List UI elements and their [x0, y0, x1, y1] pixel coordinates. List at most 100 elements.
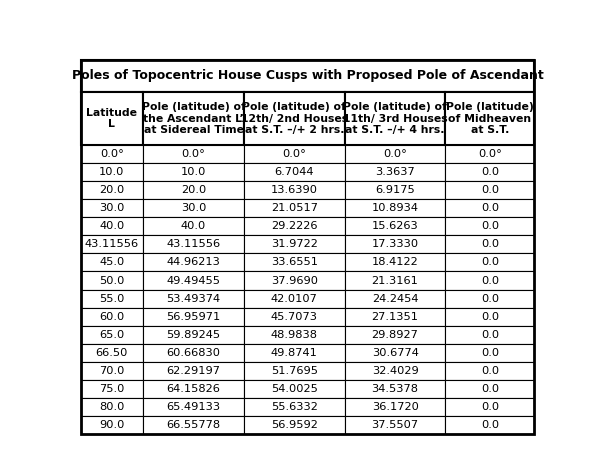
Text: 31.9722: 31.9722 [271, 239, 318, 249]
Bar [80, 145, 143, 163]
Bar [345, 272, 445, 290]
Text: 49.8741: 49.8741 [271, 348, 318, 358]
Bar [80, 326, 143, 344]
Bar [143, 380, 244, 398]
Bar [244, 362, 345, 380]
Bar [244, 272, 345, 290]
Bar [445, 92, 535, 145]
Bar [244, 344, 345, 362]
Bar [80, 272, 143, 290]
Bar [345, 199, 445, 217]
Text: 0.0: 0.0 [481, 366, 499, 376]
Text: 40.0: 40.0 [181, 221, 206, 231]
Text: 56.9592: 56.9592 [271, 420, 318, 431]
Text: Pole (latitude)
of Midheaven
at S.T.: Pole (latitude) of Midheaven at S.T. [446, 102, 534, 135]
Bar [445, 290, 535, 307]
Text: 49.49455: 49.49455 [167, 276, 221, 285]
Bar [345, 290, 445, 307]
Text: 45.7073: 45.7073 [271, 312, 318, 322]
Bar [244, 398, 345, 416]
Text: 45.0: 45.0 [99, 257, 125, 267]
Bar [244, 145, 345, 163]
Text: 75.0: 75.0 [99, 384, 125, 394]
Text: 0.0: 0.0 [481, 348, 499, 358]
Bar [445, 163, 535, 181]
Text: 65.49133: 65.49133 [167, 402, 221, 412]
Text: 33.6551: 33.6551 [271, 257, 318, 267]
Text: 0.0°: 0.0° [383, 149, 407, 159]
Bar [345, 307, 445, 326]
Text: 0.0: 0.0 [481, 330, 499, 340]
Bar [80, 181, 143, 199]
Bar [143, 254, 244, 272]
Bar [345, 145, 445, 163]
Bar [80, 254, 143, 272]
Text: 0.0: 0.0 [481, 185, 499, 195]
Bar [445, 398, 535, 416]
Text: 0.0: 0.0 [481, 221, 499, 231]
Bar [445, 181, 535, 199]
Bar [345, 181, 445, 199]
Bar [244, 235, 345, 254]
Bar [143, 416, 244, 434]
Text: 90.0: 90.0 [99, 420, 125, 431]
Bar [345, 163, 445, 181]
Bar [445, 362, 535, 380]
Bar [143, 199, 244, 217]
Text: 0.0°: 0.0° [283, 149, 306, 159]
Bar [345, 92, 445, 145]
Bar [445, 145, 535, 163]
Bar [143, 307, 244, 326]
Bar [244, 254, 345, 272]
Text: 0.0: 0.0 [481, 294, 499, 304]
Bar [80, 380, 143, 398]
Text: 34.5378: 34.5378 [371, 384, 419, 394]
Bar [143, 344, 244, 362]
Text: 53.49374: 53.49374 [167, 294, 221, 304]
Bar [80, 217, 143, 235]
Bar [345, 416, 445, 434]
Text: 0.0: 0.0 [481, 239, 499, 249]
Text: 66.55778: 66.55778 [167, 420, 221, 431]
Text: 0.0: 0.0 [481, 203, 499, 213]
Bar [445, 199, 535, 217]
Text: 10.0: 10.0 [99, 167, 125, 177]
Text: 27.1351: 27.1351 [371, 312, 419, 322]
Text: 0.0°: 0.0° [100, 149, 124, 159]
Bar [445, 380, 535, 398]
Text: 6.9175: 6.9175 [375, 185, 415, 195]
Text: 70.0: 70.0 [99, 366, 125, 376]
Bar [80, 199, 143, 217]
Text: 55.6332: 55.6332 [271, 402, 318, 412]
Bar [345, 217, 445, 235]
Bar [445, 307, 535, 326]
Bar [143, 181, 244, 199]
Bar [445, 272, 535, 290]
Text: 30.6774: 30.6774 [371, 348, 419, 358]
Bar [143, 362, 244, 380]
Bar [80, 398, 143, 416]
Text: 37.9690: 37.9690 [271, 276, 318, 285]
Text: Poles of Topocentric House Cusps with Proposed Pole of Ascendant: Poles of Topocentric House Cusps with Pr… [71, 70, 544, 83]
Text: 44.96213: 44.96213 [167, 257, 221, 267]
Text: 0.0: 0.0 [481, 402, 499, 412]
Bar [445, 344, 535, 362]
Bar [143, 326, 244, 344]
Bar [445, 217, 535, 235]
Text: 0.0: 0.0 [481, 384, 499, 394]
Bar [445, 326, 535, 344]
Bar [80, 290, 143, 307]
Text: 54.0025: 54.0025 [271, 384, 318, 394]
Text: 10.8934: 10.8934 [371, 203, 419, 213]
Bar [445, 416, 535, 434]
Bar [244, 181, 345, 199]
Text: 32.4029: 32.4029 [372, 366, 418, 376]
Bar [244, 163, 345, 181]
Text: 43.11556: 43.11556 [85, 239, 139, 249]
Bar [345, 362, 445, 380]
Text: 62.29197: 62.29197 [167, 366, 221, 376]
Bar [445, 254, 535, 272]
Text: 20.0: 20.0 [181, 185, 206, 195]
Bar [143, 290, 244, 307]
Bar [244, 326, 345, 344]
